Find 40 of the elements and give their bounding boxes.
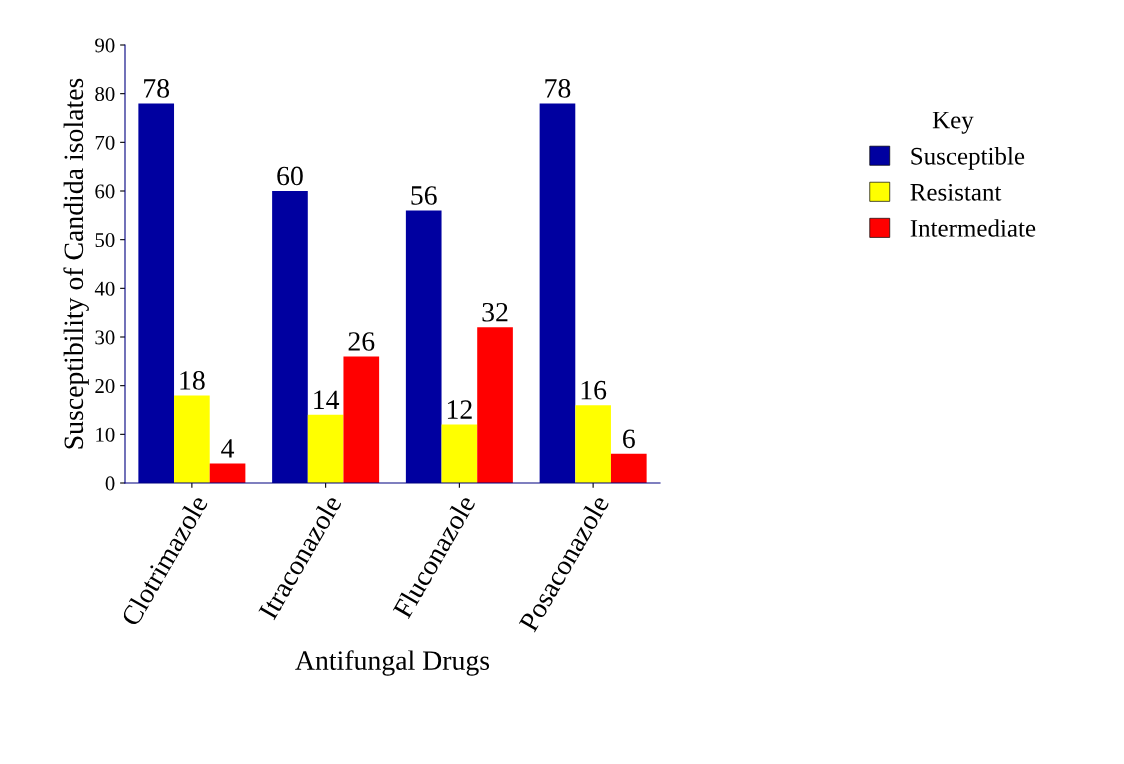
x-axis-title: Antifungal Drugs [295, 650, 490, 676]
legend-label: Susceptible [911, 147, 1025, 170]
bar [610, 453, 647, 483]
data-label: 78 [144, 79, 170, 98]
legend-title: Key [932, 111, 974, 134]
legend-label: Resistant [910, 183, 1002, 201]
bar [405, 210, 442, 483]
y-tick-label: 20 [95, 379, 115, 394]
data-label: 4 [221, 439, 235, 458]
data-label: 16 [581, 380, 607, 400]
data-label: 56 [411, 186, 437, 205]
y-axis-title: Susceptibility of Candida isolates [63, 78, 89, 449]
y-tick-label: 70 [95, 135, 115, 150]
bar [307, 414, 344, 483]
y-tick-label: 60 [95, 184, 115, 199]
data-label: 26 [348, 332, 375, 351]
legend-label: Intermediate [910, 219, 1036, 237]
data-label: 12 [447, 400, 472, 419]
bar [272, 191, 308, 483]
y-tick-label: 90 [95, 38, 115, 53]
y-tick-label: 80 [95, 87, 115, 102]
y-tick-label: 40 [94, 281, 115, 296]
bar [575, 405, 611, 483]
bar [539, 103, 576, 483]
bar [343, 356, 380, 483]
y-tick-label: 50 [95, 233, 115, 248]
bar [174, 395, 210, 483]
data-label: 78 [545, 79, 571, 98]
data-label: 32 [482, 302, 508, 322]
bar [477, 327, 513, 483]
y-tick-label: 30 [95, 330, 115, 345]
y-tick-label: 0 [105, 476, 115, 491]
bar [138, 103, 175, 483]
bar [209, 463, 246, 483]
data-label: 18 [180, 371, 205, 390]
data-label: 14 [314, 390, 340, 409]
data-label: 6 [623, 429, 635, 449]
y-tick-label: 10 [96, 427, 115, 442]
data-label: 60 [277, 166, 303, 186]
bar [441, 424, 478, 483]
